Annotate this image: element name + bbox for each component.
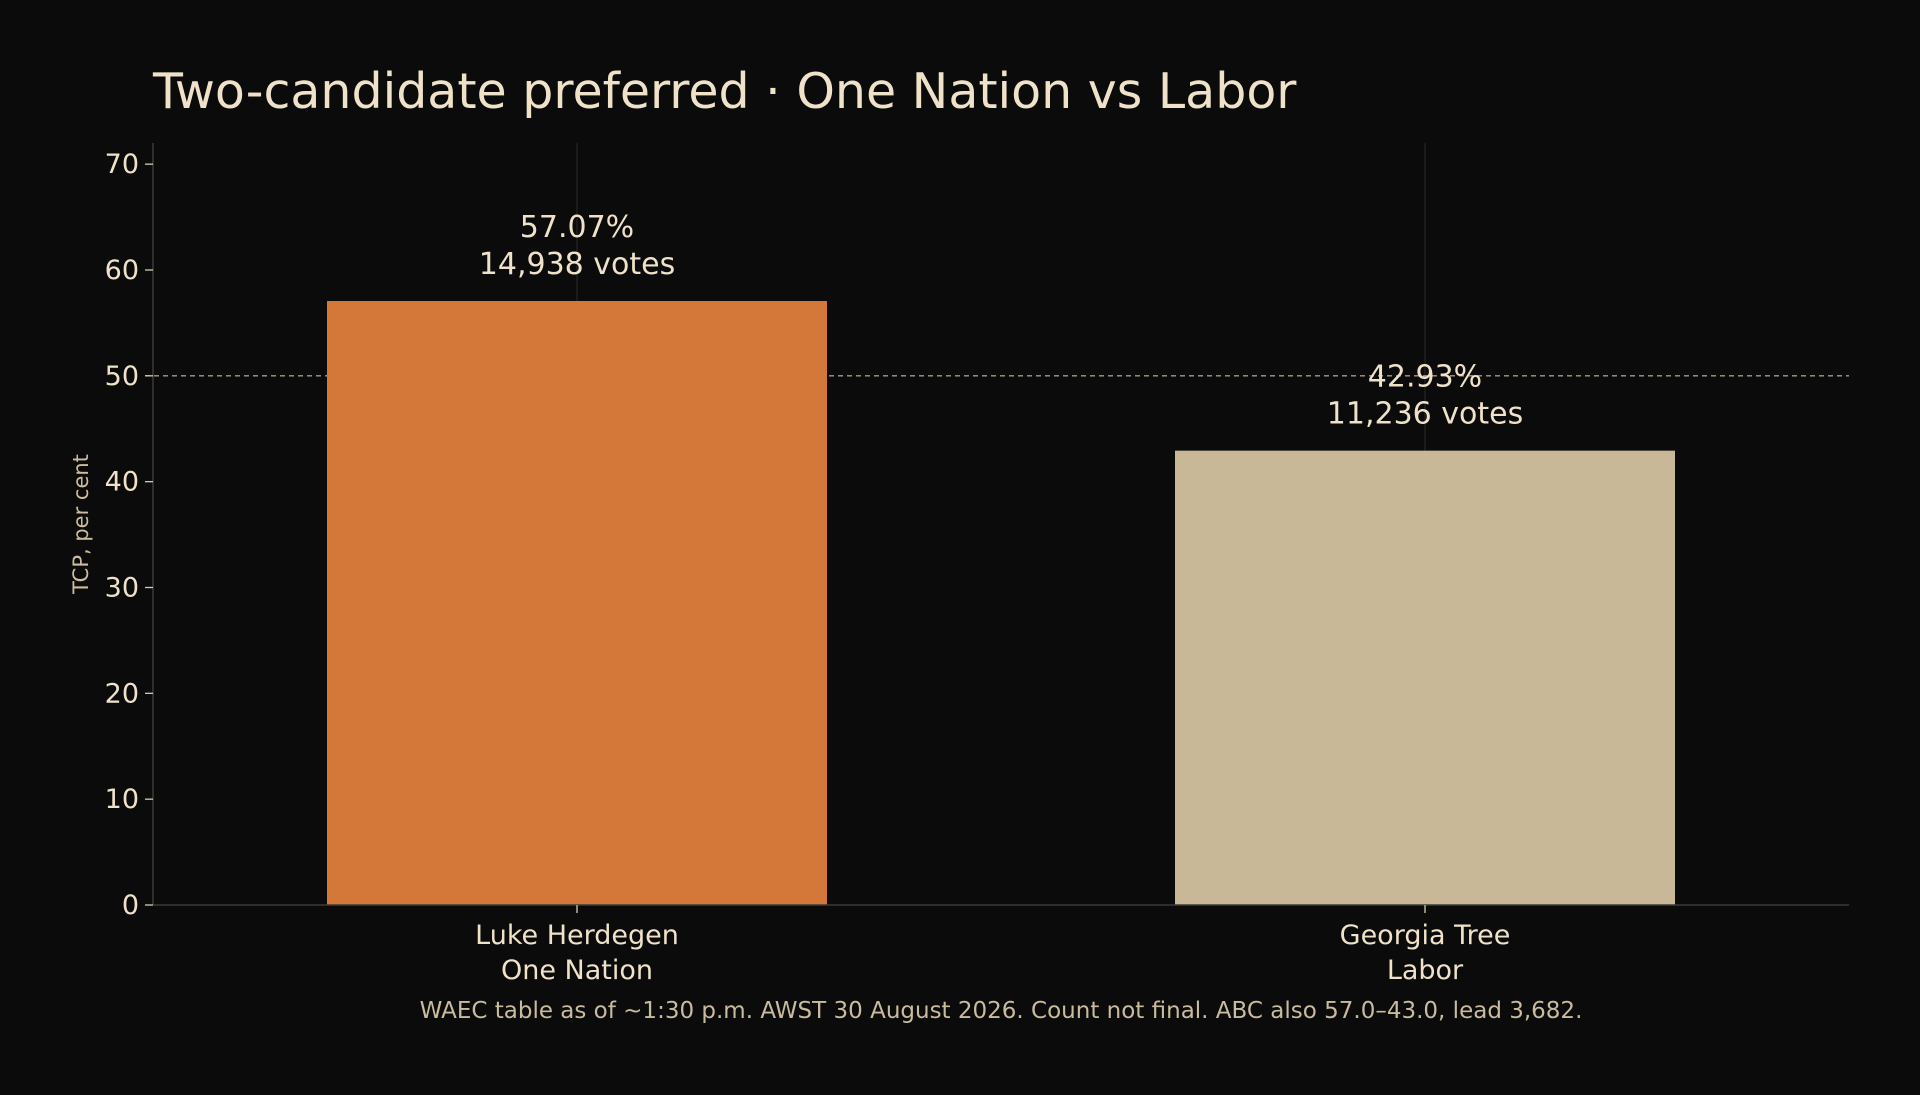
y-tick-label-10: 10: [105, 784, 139, 815]
chart-title: Two-candidate preferred · One Nation vs …: [152, 63, 1297, 120]
data-label-pct-1: 42.93%: [1368, 360, 1482, 395]
footnote: WAEC table as of ~1:30 p.m. AWST 30 Augu…: [420, 998, 1583, 1024]
y-tick-label-70: 70: [105, 149, 139, 180]
y-axis-label: TCP, per cent: [69, 454, 93, 595]
data-label-layer: 57.07%14,938 votes 42.93%11,236 votes: [479, 210, 1523, 432]
y-tick-label-60: 60: [105, 255, 139, 286]
bar-1: [1175, 450, 1675, 905]
x-tick-label-candidate-1: Georgia Tree: [1340, 920, 1511, 951]
y-tick-label-20: 20: [105, 678, 139, 709]
y-tick-label-0: 0: [122, 890, 139, 921]
x-tick-label-party-0: One Nation: [501, 955, 653, 986]
y-tick-label-30: 30: [105, 573, 139, 604]
bar-layer: [327, 301, 1675, 905]
x-tick-label-party-1: Labor: [1387, 955, 1464, 986]
y-tick-label-50: 50: [105, 361, 139, 392]
data-label-votes-1: 11,236 votes: [1327, 397, 1523, 432]
axis-layer: 0 10 20 30 40 50 60 70 Luke Herdegen One Nation Ge…: [105, 143, 1849, 986]
y-tick-label-40: 40: [105, 467, 139, 498]
data-label-pct-0: 57.07%: [520, 210, 634, 245]
bar-0: [327, 301, 827, 905]
x-tick-label-candidate-0: Luke Herdegen: [475, 920, 679, 951]
data-label-votes-0: 14,938 votes: [479, 247, 675, 282]
